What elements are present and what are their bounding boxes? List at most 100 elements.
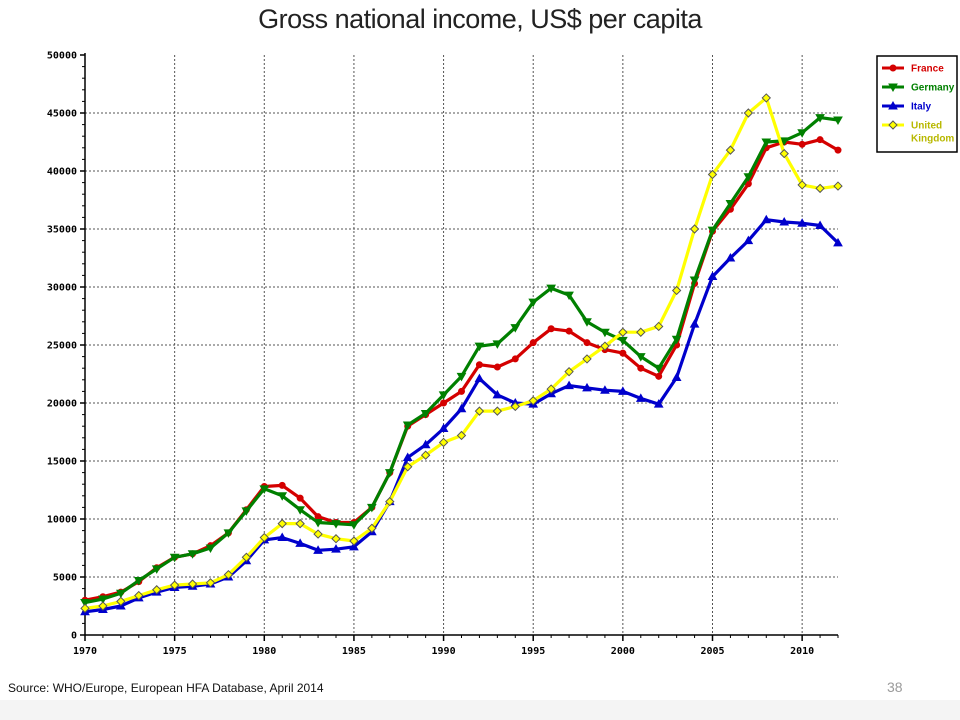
data-point xyxy=(259,532,269,543)
y-tick-label: 35000 xyxy=(47,225,77,236)
data-point xyxy=(438,423,449,433)
source-note: Source: WHO/Europe, European HFA Databas… xyxy=(8,681,324,695)
data-point xyxy=(511,355,519,363)
data-point xyxy=(493,363,501,371)
data-point xyxy=(689,224,700,234)
legend-label: Germany xyxy=(911,83,955,94)
data-point xyxy=(671,372,682,381)
data-point xyxy=(277,492,288,501)
data-point xyxy=(743,173,754,182)
data-point xyxy=(725,252,736,262)
y-tick-label: 40000 xyxy=(47,167,77,178)
data-point xyxy=(816,136,824,144)
data-point xyxy=(223,529,234,538)
data-point xyxy=(223,569,234,580)
data-point xyxy=(637,364,645,372)
data-point xyxy=(582,318,592,327)
data-point xyxy=(152,585,162,595)
legend-label: France xyxy=(911,64,944,75)
data-point xyxy=(583,339,591,347)
data-point xyxy=(115,589,126,599)
data-point xyxy=(636,327,646,337)
data-point xyxy=(384,469,395,478)
x-tick-label: 2000 xyxy=(611,646,635,657)
data-point xyxy=(458,387,465,395)
y-tick-label: 25000 xyxy=(47,341,77,352)
legend-label: United xyxy=(911,121,942,132)
data-point xyxy=(653,399,664,408)
x-tick-label: 1995 xyxy=(521,646,545,657)
data-point xyxy=(564,366,574,377)
y-tick-label: 20000 xyxy=(47,399,77,410)
data-point xyxy=(582,354,592,364)
data-point xyxy=(617,336,628,346)
legend-label: Italy xyxy=(911,102,931,113)
data-point xyxy=(707,226,718,236)
data-point xyxy=(151,565,162,574)
data-point xyxy=(187,579,198,589)
data-point xyxy=(600,328,610,338)
y-tick-label: 0 xyxy=(71,631,77,642)
data-point xyxy=(456,430,467,441)
x-tick-label: 1970 xyxy=(73,646,97,657)
data-point xyxy=(617,386,628,395)
data-point xyxy=(547,325,555,333)
y-tick-label: 5000 xyxy=(53,573,77,584)
data-point xyxy=(313,545,323,554)
data-point xyxy=(510,324,521,333)
data-point xyxy=(600,341,610,351)
data-point xyxy=(779,137,790,146)
data-point xyxy=(134,590,144,601)
data-point xyxy=(492,340,503,349)
data-point xyxy=(815,183,825,194)
data-point xyxy=(655,372,663,380)
legend-label: Kingdom xyxy=(911,134,954,145)
legend-box xyxy=(876,55,958,153)
data-point xyxy=(241,507,252,516)
legend-item: Italy xyxy=(882,100,931,113)
series-united-kingdom xyxy=(80,93,843,614)
data-point xyxy=(403,462,413,472)
data-point xyxy=(725,145,736,155)
data-point xyxy=(349,521,359,530)
data-point xyxy=(833,116,843,125)
data-point xyxy=(619,349,627,357)
data-point xyxy=(367,523,377,533)
data-point xyxy=(815,114,825,123)
axes: 0 5000 10000 15000 20000 25000 30000 35000 40000… xyxy=(47,51,839,657)
series-germany xyxy=(80,114,843,608)
data-point xyxy=(689,319,700,328)
series-lines xyxy=(80,93,843,616)
x-tick-label: 1990 xyxy=(432,646,456,657)
data-point xyxy=(834,146,842,154)
data-point xyxy=(546,284,557,294)
data-point xyxy=(689,276,700,286)
data-point xyxy=(331,520,341,529)
legend: France Germany Italy United Kingdom xyxy=(876,55,958,153)
line-chart: 0 5000 10000 15000 20000 25000 30000 35000 40000… xyxy=(47,51,958,657)
data-point xyxy=(402,452,413,462)
data-point xyxy=(815,220,825,230)
data-point xyxy=(420,450,431,460)
data-point xyxy=(296,494,304,502)
footer-band xyxy=(0,700,960,720)
data-point xyxy=(295,538,306,547)
data-point xyxy=(725,199,736,209)
data-point xyxy=(438,391,449,400)
legend-marker xyxy=(888,120,898,130)
y-tick-label: 15000 xyxy=(47,457,77,468)
data-point xyxy=(474,406,485,416)
data-point xyxy=(438,437,449,448)
data-point xyxy=(564,380,574,390)
x-tick-label: 2010 xyxy=(790,646,814,657)
data-point xyxy=(564,291,574,301)
data-point xyxy=(169,553,180,563)
data-point xyxy=(205,578,216,588)
data-point xyxy=(797,180,807,190)
data-point xyxy=(331,544,341,553)
data-point xyxy=(761,214,772,224)
data-point xyxy=(600,385,610,394)
page-number: 38 xyxy=(887,679,903,695)
data-point xyxy=(331,534,341,544)
data-point xyxy=(833,181,843,191)
